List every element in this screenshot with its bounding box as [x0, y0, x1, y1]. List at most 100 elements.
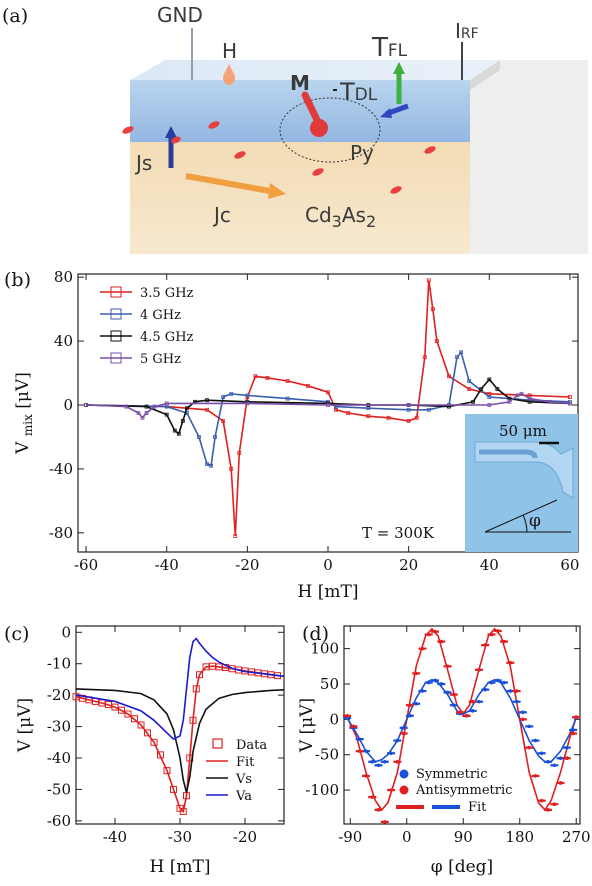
x-tick-label: 0 [323, 556, 333, 574]
data-point-0 [229, 467, 234, 471]
data-point-1 [455, 355, 459, 359]
data-point-2 [495, 387, 500, 391]
data-point-3 [326, 403, 330, 407]
data-point-dot [420, 689, 425, 693]
data-point-dot [370, 795, 375, 799]
data-point-1 [406, 407, 411, 412]
data-point-dot [521, 710, 525, 715]
legend-label: 4.5 GHz [140, 330, 194, 345]
data-point-0 [346, 411, 351, 415]
y-tick-label: -80 [49, 524, 73, 542]
data-point-3 [507, 399, 512, 404]
legend-marker [110, 330, 122, 342]
data-point-2 [180, 419, 185, 423]
data-point-2 [471, 399, 476, 404]
data-point [131, 715, 138, 723]
data-point-dot [408, 703, 412, 707]
data-point-1 [459, 350, 463, 355]
data-point [170, 785, 177, 793]
data-point-dot [395, 759, 400, 764]
legend-label: 3.5 GHz [140, 286, 194, 301]
data-point-dot [508, 660, 513, 665]
data-point-1 [229, 391, 234, 396]
data-point-dot [477, 699, 481, 704]
y-tick-label: 0 [63, 396, 73, 414]
data-point-0 [305, 383, 310, 388]
series-line-0 [86, 280, 570, 537]
x-tick-label: -20 [233, 828, 257, 846]
data-point-dot [433, 629, 437, 634]
data-point-2 [487, 377, 492, 382]
inset-scale-label: 50 μm [499, 422, 547, 440]
y-axis-title-unit: [μV] [13, 372, 33, 414]
data-point-1 [221, 395, 226, 399]
data-point-dot [558, 781, 563, 785]
data-point-dot [533, 774, 538, 778]
series-line-vs [75, 688, 285, 793]
y-axis-title-sub: mix [21, 414, 35, 436]
y-tick-label: -10 [47, 655, 71, 673]
data-point [137, 721, 145, 729]
x-axis-title: H [mT] [150, 857, 211, 877]
data-point-dot [470, 699, 475, 704]
data-point-3 [515, 393, 520, 398]
x-tick-label: 180 [505, 828, 534, 846]
m-arrow-icon [301, 91, 322, 126]
data-point-2 [144, 404, 149, 409]
panel-label-a: (a) [2, 5, 28, 27]
data-point-3 [124, 404, 129, 409]
data-point-dot [558, 756, 563, 761]
data-point-0 [426, 278, 431, 283]
legend-label: Data [236, 738, 267, 753]
irf-label: IRF [455, 19, 479, 43]
side-face [470, 60, 588, 254]
data-point-dot [426, 632, 431, 637]
data-point-dot [382, 759, 387, 764]
data-point-0 [205, 407, 209, 412]
data-point-3 [568, 401, 572, 406]
y-tick-label: 0 [329, 710, 339, 728]
m-label: M [290, 71, 310, 95]
x-tick-label: -40 [103, 828, 127, 846]
data-point-1 [213, 435, 217, 439]
data-point-1 [197, 435, 201, 439]
data-point-0 [386, 415, 391, 420]
y-tick-label: 50 [320, 675, 339, 693]
chart-c: (c) -40 -30 -20 0 -10 -20 -30 -40 -50 -60 Data Fit V… [4, 623, 285, 877]
chart-d: (d) -90 0 90 180 270 100 50 0 -50 -100 SymmetricAn… [297, 623, 591, 877]
panel-label-c: (c) [4, 623, 29, 645]
y-tick-label: -60 [47, 812, 71, 830]
data-point-dot [357, 749, 362, 753]
y-axis-title-main: V [13, 436, 33, 455]
data-point-dot [571, 731, 575, 736]
y-tick-label: -100 [305, 781, 339, 799]
y-tick-label: -40 [47, 749, 71, 767]
data-point [118, 706, 125, 714]
data-point-0 [434, 339, 439, 344]
data-point-3 [487, 403, 492, 407]
data-point-0 [233, 534, 238, 538]
data-point-dot [489, 632, 494, 637]
data-point-3 [245, 401, 250, 406]
inset-image [465, 414, 578, 552]
data-point-0 [221, 419, 226, 423]
data-point-dot [470, 709, 475, 713]
x-tick-label: -60 [74, 556, 98, 574]
tdl-label: TDL [339, 78, 378, 106]
legend-label: Antisymmetric [415, 783, 512, 798]
temperature-annotation: T = 300K [362, 524, 435, 542]
data-point-0 [422, 355, 427, 359]
data-point-dot [508, 689, 513, 693]
plot-area-b: -60 -40 -20 0 20 40 60 -80 -40 0 40 80 3.5 GHz 4 GHz 4… [13, 268, 579, 602]
x-tick-label: 60 [560, 556, 579, 574]
x-tick-label: -30 [168, 828, 192, 846]
inset-angle-arc [522, 514, 528, 533]
data-point-3 [84, 403, 88, 407]
device-schematic: (a) GND IRF H M TDL TFL Py Js Jc Cd3As2 [2, 3, 588, 254]
data-point-2 [479, 387, 484, 391]
data-point-dot [445, 690, 450, 695]
data-point-0 [430, 307, 435, 312]
data-point-0 [366, 414, 371, 419]
x-tick-label: 270 [562, 828, 591, 846]
legend-marker [399, 769, 409, 779]
